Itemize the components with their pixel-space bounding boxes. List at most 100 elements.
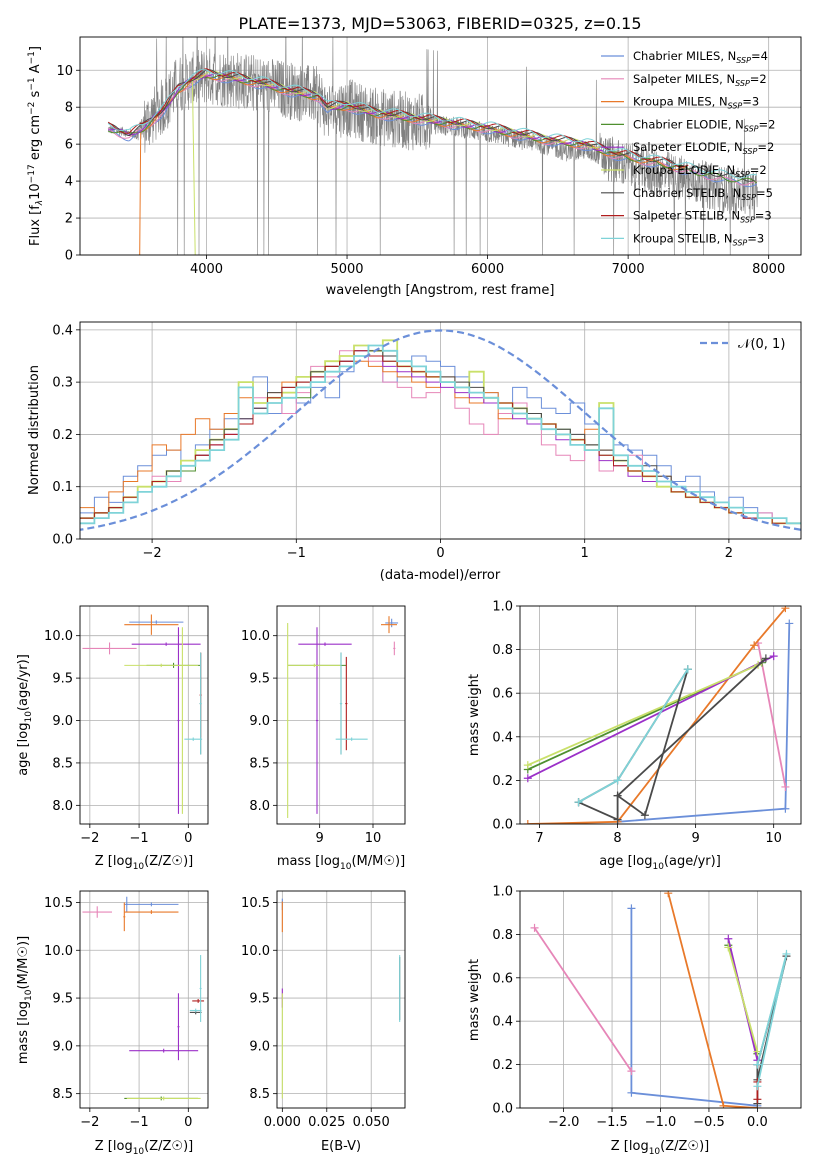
grid [80, 322, 801, 540]
legend-label: Salpeter ELODIE, NSSP=2 [633, 140, 774, 156]
tick-label-y: 0.2 [492, 1058, 513, 1073]
x-axis-label: (data-model)/error [380, 568, 501, 583]
axes-spectrum: 4000 5000 6000 7000 8000 0 2 4 6 8 10 wavelength [A… [27, 36, 802, 298]
axes-mass-vs-ebv: 0.000 0.025 0.050 8.5 9.0 9.5 10.0 10.5 E(B-V) [241, 890, 406, 1154]
axes-frame [79, 605, 209, 825]
model-line-8 [107, 68, 689, 168]
label-part: A [28, 64, 43, 77]
tick-label-x: −0.5 [693, 1115, 725, 1130]
axes-residuals: −2 −1 0 1 2 0.0 0.1 0.2 0.3 0.4 𝒩(0, 1) (data-model… [27, 321, 802, 583]
legend-subscript: SSP [728, 102, 743, 111]
errorbar-point [125, 896, 128, 913]
tick-label-x: 8000 [752, 262, 785, 277]
tick-label-y: 10.0 [44, 944, 73, 959]
plot-area [82, 614, 203, 814]
plus-marker [761, 654, 770, 663]
tick-label-y: 6 [65, 138, 73, 153]
axes-frame [79, 36, 802, 256]
axes-frame [519, 605, 802, 825]
legend-label: Kroupa STELIB, NSSP=3 [633, 231, 764, 247]
plus-marker [782, 949, 791, 958]
errorbar-point [189, 1008, 202, 1013]
tick-label-x: −1 [129, 1115, 148, 1130]
legend-label: Chabrier STELIB, NSSP=5 [633, 186, 773, 202]
tick-label-y: 9.0 [52, 1039, 73, 1054]
x-axis-label: wavelength [Angstrom, rest frame] [326, 283, 555, 298]
plus-marker [640, 811, 649, 820]
tick-label-y: 10.0 [44, 629, 73, 644]
plot-area [523, 606, 794, 824]
subscript: 10 [133, 1147, 145, 1157]
tick-label-x: 0.025 [308, 1115, 345, 1130]
errorbar-point [177, 993, 180, 1061]
tick-label-y: 0.0 [52, 533, 73, 548]
tick-label-x: −2 [80, 1115, 99, 1130]
y-axis-label: mass weight [467, 674, 482, 756]
weight-line [727, 947, 759, 1052]
plot-area [286, 616, 399, 819]
errorbar-point [393, 641, 396, 656]
legend-subscript: SSP [735, 170, 750, 179]
tick-label-x: 0 [184, 831, 192, 846]
tick-label-y: 9.5 [52, 672, 73, 687]
axes-frame [276, 890, 406, 1109]
subscript: 10 [24, 989, 34, 1001]
label-part: λ [35, 200, 45, 206]
errorbar-point [192, 999, 205, 1003]
tick-label-y: 0.0 [492, 818, 513, 833]
legend-label: Salpeter STELIB, NSSP=3 [633, 209, 772, 225]
tick-label-x: 7 [535, 831, 543, 846]
y-axis-label: Flux [fλ10−17 erg cm−2 s−1 A−1] [27, 46, 45, 246]
plus-marker [523, 761, 532, 770]
tick-label-x: 9 [316, 831, 324, 846]
errorbar-point [315, 627, 319, 814]
legend-subscript: SSP [743, 147, 758, 156]
tick-label-x: 7000 [612, 262, 645, 277]
tick-label-x: 0.0 [747, 1115, 768, 1130]
errorbar-point [124, 910, 179, 914]
label-part: −1 [27, 51, 37, 64]
weight-line [757, 642, 787, 788]
tick-label-x: 10 [765, 831, 782, 846]
errorbar-point [124, 663, 199, 668]
tick-label-y: 9.0 [52, 714, 73, 729]
label-rest: (Z/Z☉)] [144, 1139, 193, 1154]
tick-label-x: 10 [365, 831, 382, 846]
weight-line [630, 908, 758, 1107]
plot-area [530, 891, 791, 1108]
errorbar-point [381, 616, 397, 634]
weight-line [617, 623, 791, 823]
grid [80, 606, 208, 824]
subscript: 10 [649, 1147, 661, 1157]
tick-label-y: 4 [65, 175, 73, 190]
errorbar-point [199, 652, 202, 755]
tick-label-y: 0.1 [52, 480, 73, 495]
axes-frame [79, 890, 209, 1109]
grid [80, 891, 208, 1108]
tick-label-y: 1.0 [492, 600, 513, 615]
plus-marker [627, 1067, 636, 1076]
plus-marker [613, 776, 622, 785]
label-part: ] [28, 46, 43, 51]
plus-marker [769, 652, 778, 661]
legend-count: =3 [755, 209, 772, 223]
axes-weight-vs-age: 7 8 9 10 0.0 0.2 0.4 0.6 0.8 1.0 age [log10(age/yr… [467, 600, 802, 872]
errorbar-point [123, 902, 126, 932]
plus-marker [724, 934, 733, 943]
plus-marker [753, 1060, 762, 1069]
tick-label-x: 0 [436, 546, 444, 561]
axes-age-vs-mass: 9 10 8.0 8.5 9.0 9.5 10.0 mass [log10(M/M☉)] [241, 605, 406, 872]
axes-weight-vs-z: −2.0 −1.5 −1.0 −0.5 0.0 0.0 0.2 0.4 0.6 0.8 1.0 Z [… [467, 885, 802, 1157]
y-axis-label: mass weight [467, 959, 482, 1041]
tick-label-y: 1.0 [492, 885, 513, 900]
plus-marker [523, 774, 532, 783]
errorbar-point [126, 1096, 201, 1101]
tick-label-x: −1 [287, 546, 306, 561]
plot-area [82, 896, 205, 1101]
plus-marker [753, 1082, 762, 1091]
plot-area [281, 898, 401, 1099]
model-line-5 [108, 72, 603, 152]
tick-label-x: −1 [129, 831, 148, 846]
tick-label-y: 0.8 [492, 643, 513, 658]
plus-marker [523, 820, 532, 824]
